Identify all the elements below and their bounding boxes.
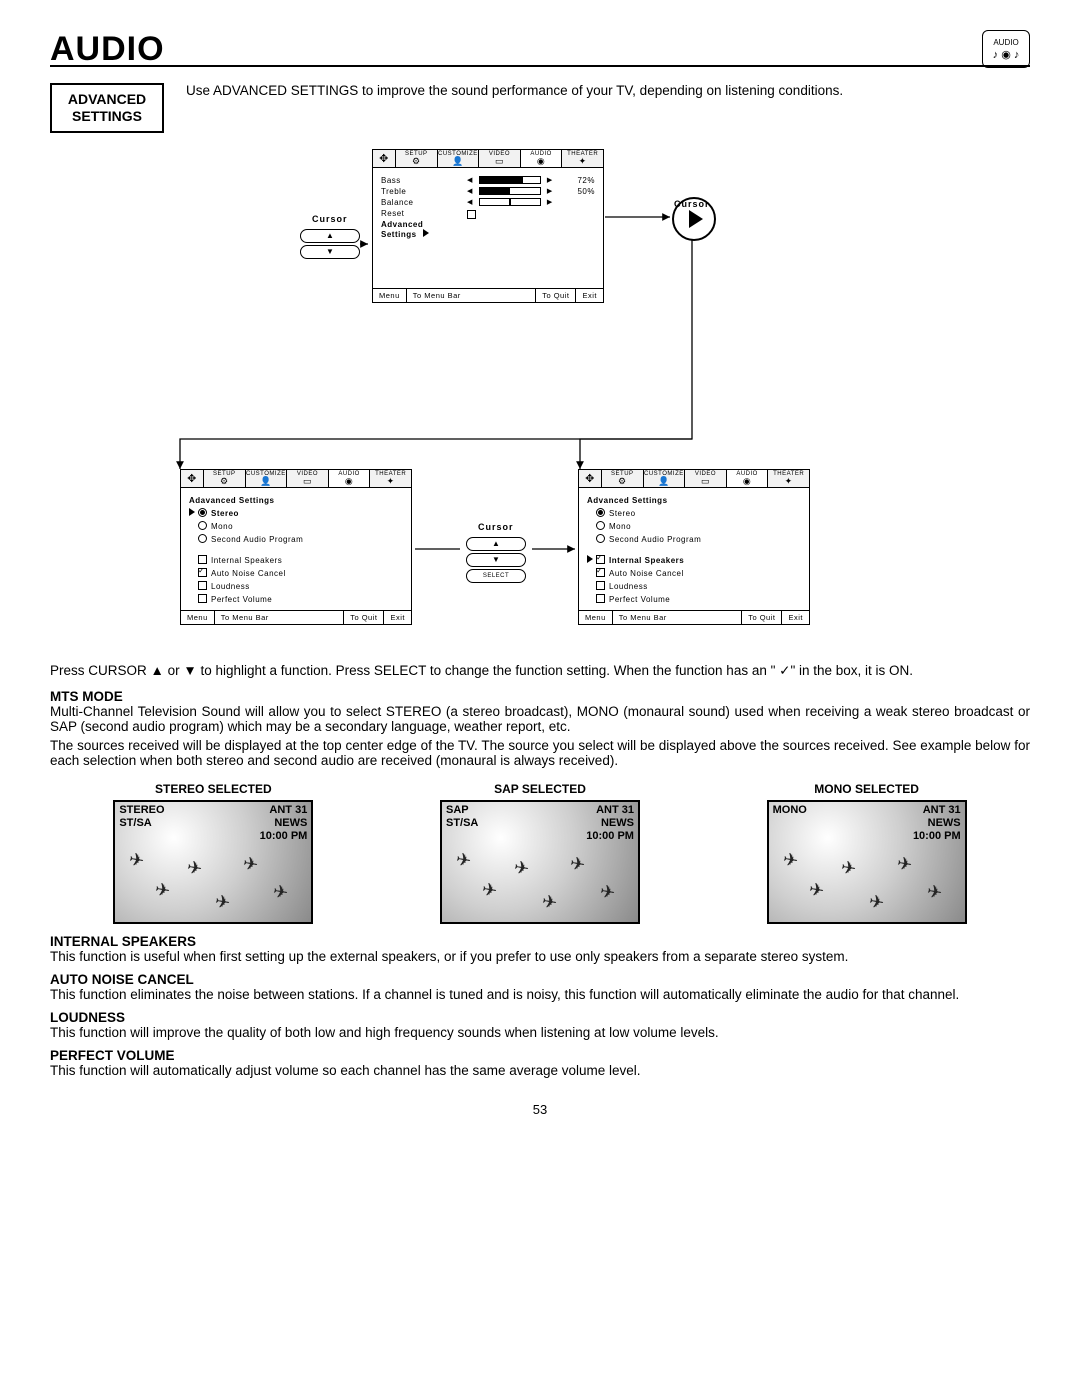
play-right-button[interactable] xyxy=(672,197,716,241)
footer-toquit[interactable]: To Quit xyxy=(536,289,576,302)
tab-video[interactable]: VIDEO▭ xyxy=(287,470,329,487)
adv-right-header: Advanced Settings xyxy=(587,496,801,505)
cursor-label-left: Cursor xyxy=(312,214,348,224)
footer-menu[interactable]: Menu xyxy=(579,611,613,624)
tab-customize[interactable]: CUSTOMIZE👤 xyxy=(246,470,288,487)
opt-stereo[interactable]: Stereo xyxy=(211,509,239,518)
cursor-updown-left[interactable]: ▲▼ xyxy=(300,229,360,259)
opt-stereo[interactable]: Stereo xyxy=(609,509,636,518)
mts-heading: MTS MODE xyxy=(50,689,1030,704)
osd-tabbar: ✥ SETUP⚙ CUSTOMIZE👤 VIDEO▭ AUDIO◉ THEATE… xyxy=(373,150,603,168)
reset-label[interactable]: Reset xyxy=(381,209,461,218)
osd-audio-main: ✥ SETUP⚙ CUSTOMIZE👤 VIDEO▭ AUDIO◉ THEATE… xyxy=(372,149,604,303)
opt-perfvol[interactable]: Perfect Volume xyxy=(211,595,272,604)
select-pill[interactable]: SELECT xyxy=(466,569,526,583)
tab-theater[interactable]: THEATER✦ xyxy=(562,150,603,167)
footer-tomenu[interactable]: To Menu Bar xyxy=(215,611,344,624)
tab-video[interactable]: VIDEO▭ xyxy=(479,150,521,167)
footer-tomenu[interactable]: To Menu Bar xyxy=(407,289,536,302)
opt-sap[interactable]: Second Audio Program xyxy=(211,535,303,544)
opt-perfvol[interactable]: Perfect Volume xyxy=(609,595,670,604)
tab-theater[interactable]: THEATER✦ xyxy=(768,470,809,487)
bass-value: 72% xyxy=(577,176,595,185)
footer-toquit[interactable]: To Quit xyxy=(344,611,384,624)
footer-menu[interactable]: Menu xyxy=(373,289,407,302)
footer-tomenu[interactable]: To Menu Bar xyxy=(613,611,742,624)
page-number: 53 xyxy=(50,1102,1030,1117)
adv-box-l1: ADVANCED xyxy=(62,91,152,108)
tab-video[interactable]: VIDEO▭ xyxy=(685,470,727,487)
tab-setup[interactable]: SETUP⚙ xyxy=(602,470,644,487)
osd-adv-right: ✥ SETUP⚙ CUSTOMIZE👤 VIDEO▭ AUDIO◉ THEATE… xyxy=(578,469,810,625)
footer-menu[interactable]: Menu xyxy=(181,611,215,624)
balance-label: Balance xyxy=(381,198,461,207)
treble-bar[interactable] xyxy=(479,187,541,195)
footer-toquit[interactable]: To Quit xyxy=(742,611,782,624)
tab-customize[interactable]: CUSTOMIZE👤 xyxy=(438,150,480,167)
loudness-text: This function will improve the quality o… xyxy=(50,1025,1030,1040)
mts-p2: The sources received will be displayed a… xyxy=(50,738,1030,768)
treble-label: Treble xyxy=(381,187,461,196)
bass-bar[interactable] xyxy=(479,176,541,184)
osd-footer: Menu To Menu Bar To Quit Exit xyxy=(373,288,603,302)
tab-audio[interactable]: AUDIO◉ xyxy=(727,470,769,487)
perfvol-heading: PERFECT VOLUME xyxy=(50,1048,1030,1063)
intspk-text: This function is useful when first setti… xyxy=(50,949,1030,964)
opt-anc[interactable]: Auto Noise Cancel xyxy=(211,569,286,578)
opt-loudness[interactable]: Loudness xyxy=(609,582,648,591)
cursor-label-mid: Cursor xyxy=(478,522,514,532)
opt-sap[interactable]: Second Audio Program xyxy=(609,535,701,544)
tab-setup[interactable]: SETUP⚙ xyxy=(204,470,246,487)
page-title: AUDIO xyxy=(50,30,165,69)
tab-setup[interactable]: SETUP⚙ xyxy=(396,150,438,167)
adv-left-header: Adavanced Settings xyxy=(189,496,403,505)
footer-exit[interactable]: Exit xyxy=(576,289,603,302)
adv-box-l2: SETTINGS xyxy=(62,108,152,125)
reset-checkbox[interactable] xyxy=(467,210,476,219)
perfvol-text: This function will automatically adjust … xyxy=(50,1063,1030,1078)
anc-text: This function eliminates the noise betwe… xyxy=(50,987,1030,1002)
tab-customize[interactable]: CUSTOMIZE👤 xyxy=(644,470,686,487)
tab-audio[interactable]: AUDIO◉ xyxy=(329,470,371,487)
opt-mono[interactable]: Mono xyxy=(609,522,631,531)
ex-stereo-cap: STEREO SELECTED xyxy=(113,782,313,796)
ex-sap-cap: SAP SELECTED xyxy=(440,782,640,796)
example-sap: SAP SELECTED SAPANT 31 ST/SANEWS 10:00 P… xyxy=(440,782,640,924)
cursor-note: Press CURSOR ▲ or ▼ to highlight a funct… xyxy=(50,663,1030,679)
tab-audio[interactable]: AUDIO◉ xyxy=(521,150,563,167)
audio-stamp-label: AUDIO xyxy=(993,38,1018,47)
example-stereo: STEREO SELECTED STEREOANT 31 ST/SANEWS 1… xyxy=(113,782,313,924)
mts-p1: Multi-Channel Television Sound will allo… xyxy=(50,704,1030,734)
audio-stamp-glyph: ♪ ◉ ♪ xyxy=(993,48,1020,61)
footer-exit[interactable]: Exit xyxy=(782,611,809,624)
joystick-icon: ✥ xyxy=(181,470,204,487)
intspk-heading: INTERNAL SPEAKERS xyxy=(50,934,1030,949)
advanced-settings-box: ADVANCED SETTINGS xyxy=(50,83,164,133)
audio-stamp-icon: AUDIO ♪ ◉ ♪ xyxy=(982,30,1030,68)
opt-mono[interactable]: Mono xyxy=(211,522,233,531)
treble-value: 50% xyxy=(577,187,595,196)
joystick-icon: ✥ xyxy=(373,150,396,167)
footer-exit[interactable]: Exit xyxy=(384,611,411,624)
opt-intspk[interactable]: Internal Speakers xyxy=(609,556,684,565)
osd-adv-left: ✥ SETUP⚙ CUSTOMIZE👤 VIDEO▭ AUDIO◉ THEATE… xyxy=(180,469,412,625)
adv-intro-text: Use ADVANCED SETTINGS to improve the sou… xyxy=(186,83,843,98)
loudness-heading: LOUDNESS xyxy=(50,1010,1030,1025)
anc-heading: AUTO NOISE CANCEL xyxy=(50,972,1030,987)
example-mono: MONO SELECTED MONOANT 31 NEWS 10:00 PM ✈… xyxy=(767,782,967,924)
balance-bar[interactable] xyxy=(479,198,541,206)
adv-settings-item[interactable]: AdvancedSettings xyxy=(381,220,461,239)
bass-label: Bass xyxy=(381,176,461,185)
opt-loudness[interactable]: Loudness xyxy=(211,582,250,591)
opt-anc[interactable]: Auto Noise Cancel xyxy=(609,569,684,578)
tab-theater[interactable]: THEATER✦ xyxy=(370,470,411,487)
cursor-updown-mid[interactable]: ▲ ▼ SELECT xyxy=(466,537,526,583)
joystick-icon: ✥ xyxy=(579,470,602,487)
opt-intspk[interactable]: Internal Speakers xyxy=(211,556,282,565)
ex-mono-cap: MONO SELECTED xyxy=(767,782,967,796)
